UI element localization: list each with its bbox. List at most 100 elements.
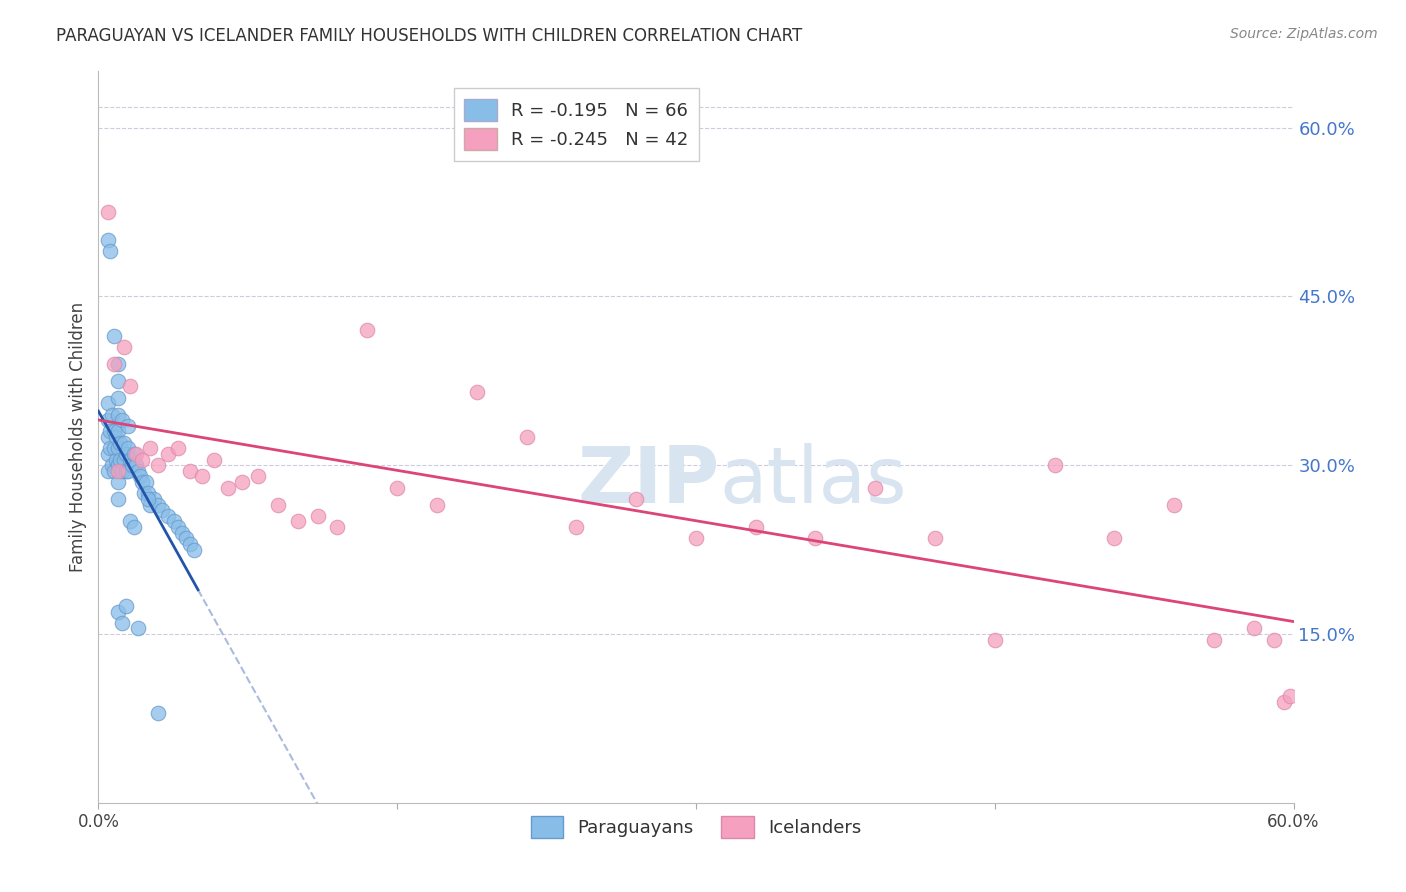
Point xyxy=(97,447,120,461)
Point xyxy=(115,464,138,478)
Point xyxy=(120,452,142,467)
Point xyxy=(136,491,159,506)
Point xyxy=(107,374,129,388)
Point xyxy=(326,520,349,534)
Point xyxy=(1104,532,1126,546)
Point xyxy=(115,447,138,461)
Point xyxy=(287,515,309,529)
Point xyxy=(139,498,162,512)
Point xyxy=(117,464,139,478)
Point xyxy=(150,503,173,517)
Point xyxy=(131,475,153,489)
Point xyxy=(179,537,201,551)
Point xyxy=(103,357,125,371)
Point xyxy=(97,464,120,478)
Point xyxy=(426,498,449,512)
Point xyxy=(107,605,129,619)
Point xyxy=(103,442,125,456)
Point xyxy=(191,469,214,483)
Point xyxy=(105,430,128,444)
Point xyxy=(112,435,135,450)
Point xyxy=(107,442,129,456)
Point xyxy=(107,475,129,489)
Point xyxy=(1278,689,1301,703)
Y-axis label: Family Households with Children: Family Households with Children xyxy=(69,302,87,572)
Point xyxy=(516,430,538,444)
Point xyxy=(745,520,768,534)
Point xyxy=(101,408,124,422)
Point xyxy=(465,385,488,400)
Point xyxy=(124,447,146,461)
Point xyxy=(98,442,122,456)
Point xyxy=(103,425,125,439)
Point xyxy=(148,498,170,512)
Point xyxy=(157,508,180,523)
Point xyxy=(167,442,190,456)
Point xyxy=(179,464,201,478)
Point xyxy=(565,520,588,534)
Point xyxy=(131,452,153,467)
Point xyxy=(202,452,225,467)
Point xyxy=(97,233,120,247)
Point xyxy=(111,464,134,478)
Point xyxy=(1272,694,1295,708)
Point xyxy=(136,486,159,500)
Point xyxy=(107,357,129,371)
Point xyxy=(97,413,120,427)
Point xyxy=(157,447,180,461)
Point xyxy=(172,525,194,540)
Point xyxy=(98,244,122,259)
Point xyxy=(107,391,129,405)
Point xyxy=(1263,632,1285,647)
Point xyxy=(143,491,166,506)
Legend: Paraguayans, Icelanders: Paraguayans, Icelanders xyxy=(523,808,869,845)
Point xyxy=(103,464,125,478)
Text: ZIP: ZIP xyxy=(578,443,720,519)
Point xyxy=(107,464,129,478)
Point xyxy=(112,452,135,467)
Point xyxy=(307,508,329,523)
Point xyxy=(231,475,253,489)
Point xyxy=(117,442,139,456)
Point xyxy=(804,532,827,546)
Point xyxy=(120,515,142,529)
Point xyxy=(148,706,170,720)
Point xyxy=(127,621,149,635)
Point xyxy=(217,481,239,495)
Point xyxy=(97,396,120,410)
Point xyxy=(107,458,129,473)
Point xyxy=(685,532,707,546)
Point xyxy=(246,469,269,483)
Point xyxy=(139,442,162,456)
Point xyxy=(111,615,134,630)
Point xyxy=(112,340,135,354)
Point xyxy=(127,464,149,478)
Point xyxy=(120,379,142,393)
Point xyxy=(135,475,157,489)
Text: PARAGUAYAN VS ICELANDER FAMILY HOUSEHOLDS WITH CHILDREN CORRELATION CHART: PARAGUAYAN VS ICELANDER FAMILY HOUSEHOLD… xyxy=(56,27,803,45)
Point xyxy=(183,542,205,557)
Point xyxy=(97,205,120,219)
Point xyxy=(117,418,139,433)
Point xyxy=(174,532,197,546)
Text: atlas: atlas xyxy=(720,443,907,519)
Point xyxy=(167,520,190,534)
Point xyxy=(129,469,152,483)
Point xyxy=(105,452,128,467)
Point xyxy=(163,515,186,529)
Point xyxy=(356,323,378,337)
Point xyxy=(1163,498,1185,512)
Point xyxy=(97,430,120,444)
Point xyxy=(107,408,129,422)
Point xyxy=(101,458,124,473)
Point xyxy=(125,447,148,461)
Point xyxy=(1043,458,1066,473)
Point xyxy=(121,458,143,473)
Point xyxy=(134,486,156,500)
Point xyxy=(984,632,1007,647)
Text: Source: ZipAtlas.com: Source: ZipAtlas.com xyxy=(1230,27,1378,41)
Point xyxy=(865,481,887,495)
Point xyxy=(103,328,125,343)
Point xyxy=(110,435,132,450)
Point xyxy=(924,532,946,546)
